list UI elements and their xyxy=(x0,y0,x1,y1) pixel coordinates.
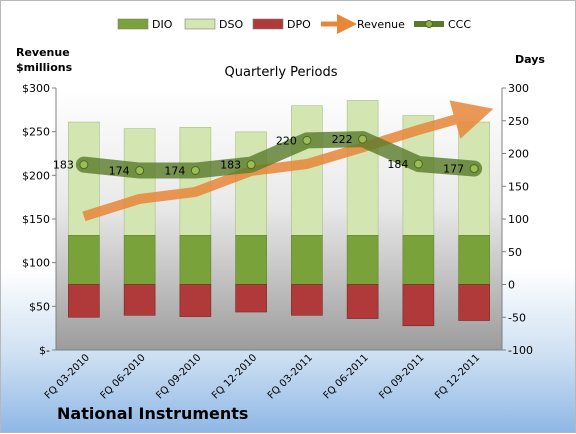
category-label: FQ 09-2011 xyxy=(377,352,426,401)
ccc-data-label: 174 xyxy=(109,165,130,178)
bar-dpo xyxy=(123,284,156,316)
ccc-data-label: 222 xyxy=(332,133,353,146)
right-tick-label: -50 xyxy=(508,311,526,324)
right-tick-label: 300 xyxy=(508,82,529,95)
left-tick-label: $250 xyxy=(22,126,50,139)
right-tick-label: 0 xyxy=(508,279,515,292)
bar-dio xyxy=(458,235,490,285)
ccc-line xyxy=(75,131,483,179)
legend-label-dpo: DPO xyxy=(287,18,311,31)
ccc-point xyxy=(79,160,89,170)
bar-dso xyxy=(179,127,212,236)
bar-dso xyxy=(123,128,156,236)
category-label: FQ 03-2011 xyxy=(266,352,315,401)
category-label: FQ 12-2010 xyxy=(210,352,259,401)
bar-dio xyxy=(346,235,379,285)
ccc-point xyxy=(413,159,423,169)
legend-swatch-dio xyxy=(117,18,149,30)
ccc-data-label: 177 xyxy=(443,163,464,176)
legend-label-revenue: Revenue xyxy=(357,18,405,31)
legend-swatch-dpo xyxy=(252,18,284,30)
bar-dio xyxy=(179,235,212,285)
category-label: FQ 06-2010 xyxy=(99,352,148,401)
left-tick-label: $200 xyxy=(22,169,50,182)
bar-dpo xyxy=(235,284,267,313)
right-tick-label: 150 xyxy=(508,180,529,193)
bar-dio xyxy=(235,235,267,285)
left-tick-label: $300 xyxy=(22,82,50,95)
left-axis-title-line2: $millions xyxy=(16,61,73,74)
category-label: FQ 03-2010 xyxy=(43,352,92,401)
ccc-point xyxy=(190,166,200,176)
right-tick-label: 250 xyxy=(508,115,529,128)
legend-label-ccc: CCC xyxy=(448,18,471,31)
bar-dso xyxy=(346,100,379,236)
ccc-data-label: 174 xyxy=(164,165,185,178)
ccc-point xyxy=(302,135,312,145)
ccc-point xyxy=(469,164,479,174)
bar-dso xyxy=(291,105,323,236)
left-tick-label: $100 xyxy=(22,257,50,270)
ccc-data-label: 183 xyxy=(53,159,74,172)
left-axis-title-line1: Revenue xyxy=(16,46,70,59)
bar-dpo xyxy=(179,284,212,317)
bar-dpo xyxy=(68,284,100,318)
company-name: National Instruments xyxy=(57,404,249,423)
chart-title: Quarterly Periods xyxy=(225,65,338,80)
category-label: FQ 09-2010 xyxy=(154,352,203,401)
ccc-data-label: 220 xyxy=(276,134,297,147)
bar-dso xyxy=(68,121,100,236)
ccc-point xyxy=(246,160,256,170)
legend-label-dio: DIO xyxy=(152,18,173,31)
revenue-line xyxy=(82,100,494,222)
bar-dpo xyxy=(346,284,379,319)
category-label: FQ 06-2011 xyxy=(322,352,371,401)
bar-dio xyxy=(68,235,100,285)
bar-dpo xyxy=(291,284,323,316)
ccc-data-label: 184 xyxy=(387,158,408,171)
left-tick-label: $50 xyxy=(29,300,50,313)
bar-dso xyxy=(235,131,267,236)
bar-dio xyxy=(402,235,435,285)
left-tick-label: $150 xyxy=(22,213,50,226)
left-tick-label: $- xyxy=(39,344,50,357)
bar-dio xyxy=(123,235,156,285)
category-label: FQ 12-2011 xyxy=(433,352,482,401)
bar-dpo xyxy=(402,284,435,327)
bar-dio xyxy=(291,235,323,285)
legend-label-dso: DSO xyxy=(219,18,243,31)
right-tick-label: 100 xyxy=(508,213,529,226)
right-axis-title: Days xyxy=(515,53,545,66)
ccc-data-label: 183 xyxy=(220,159,241,172)
right-tick-label: 50 xyxy=(508,246,522,259)
bar-dso xyxy=(458,121,490,236)
right-tick-label: -100 xyxy=(508,344,533,357)
ccc-point xyxy=(135,166,145,176)
bar-dpo xyxy=(458,284,490,321)
legend-swatch-dot-ccc xyxy=(425,20,433,28)
right-tick-label: 200 xyxy=(508,148,529,161)
ccc-point xyxy=(358,134,368,144)
legend-swatch-dso xyxy=(184,18,216,30)
